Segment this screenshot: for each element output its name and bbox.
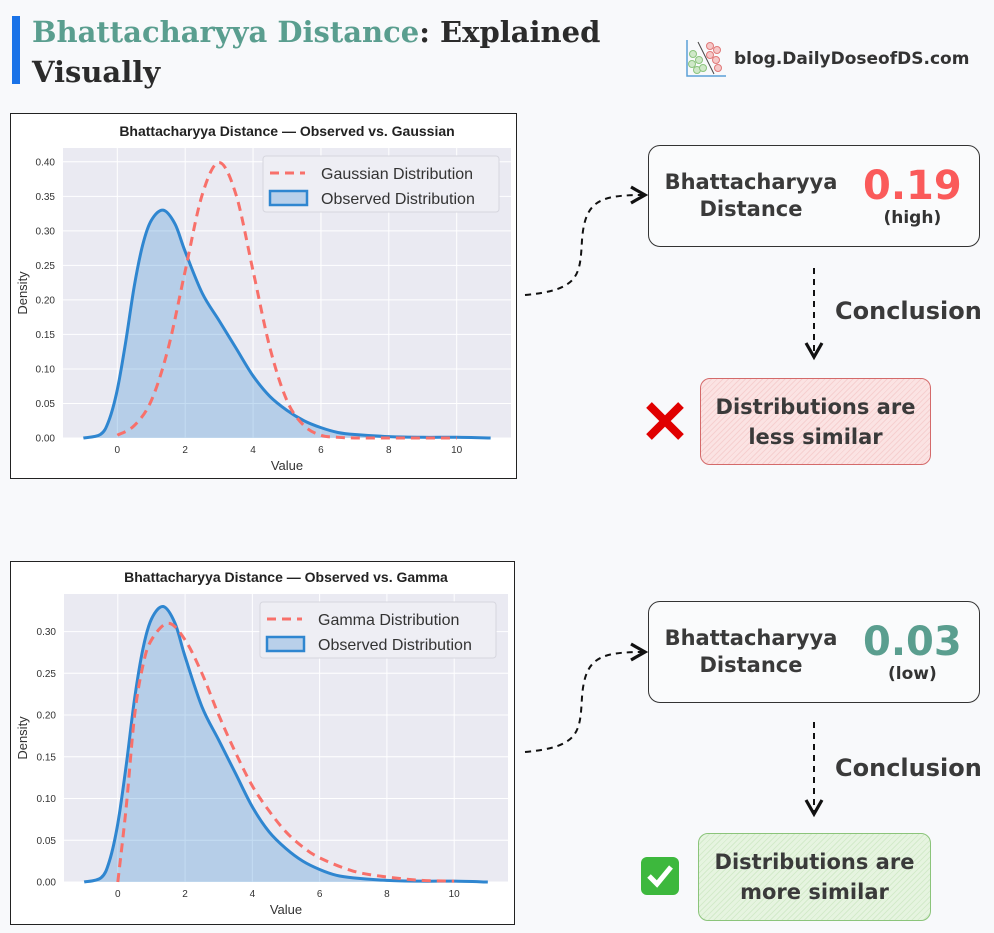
x-tick-label: 10 [449, 889, 461, 900]
y-axis-label: Density [15, 716, 30, 760]
y-tick-label: 0.30 [37, 627, 57, 638]
x-tick-label: 0 [115, 889, 121, 900]
x-tick-label: 6 [317, 889, 323, 900]
title-accent-bar [12, 16, 20, 84]
observed-distribution-line [83, 208, 491, 440]
x-tick-label: 10 [451, 445, 463, 456]
x-tick-label: 8 [384, 889, 390, 900]
y-tick-label: 0.10 [36, 364, 56, 375]
arrow-chart1-to-distance [524, 185, 649, 296]
observed-distribution-line [83, 605, 488, 884]
arrow-chart2-to-distance [524, 642, 649, 753]
y-tick-label: 0.40 [36, 157, 56, 168]
observed-distribution-fill [84, 606, 488, 882]
distance-value: 0.03 [863, 619, 962, 665]
y-tick-label: 0.05 [37, 836, 57, 847]
cross-mark-icon [646, 402, 684, 440]
y-tick-label: 0.25 [37, 669, 57, 680]
conclusion-label: Conclusion [835, 297, 982, 325]
chart-title: Bhattacharyya Distance — Observed vs. Ga… [124, 569, 448, 585]
x-tick-label: 8 [386, 445, 392, 456]
y-tick-label: 0.15 [37, 752, 57, 763]
x-tick-label: 6 [318, 445, 324, 456]
distance-label: Bhattacharyya Distance [664, 170, 838, 221]
gaussian-distribution-line [116, 160, 457, 440]
x-tick-label: 4 [250, 889, 256, 900]
distance-label: Bhattacharyya Distance [664, 626, 838, 677]
title-highlight: Bhattacharyya Distance [32, 15, 420, 49]
legend-box [259, 601, 497, 659]
x-tick-label: 4 [250, 445, 256, 456]
distance-box-gamma: Bhattacharyya Distance 0.03 (low) [648, 601, 980, 703]
y-tick-label: 0.10 [37, 794, 57, 805]
y-tick-label: 0.20 [37, 711, 57, 722]
legend-label: Observed Distribution [318, 637, 472, 654]
y-tick-label: 0.15 [36, 330, 56, 341]
y-tick-label: 0.25 [36, 261, 56, 272]
distance-box-gaussian: Bhattacharyya Distance 0.19 (high) [648, 145, 980, 247]
logo-text: blog.DailyDoseofDS.com [734, 49, 970, 69]
legend-label: Observed Distribution [321, 191, 475, 208]
distance-qualifier: (high) [883, 208, 942, 228]
chart-gamma: Bhattacharyya Distance — Observed vs. Ga… [10, 561, 515, 925]
scatter-logo-icon [686, 40, 726, 77]
x-axis-label: Value [270, 902, 302, 917]
gamma-distribution-line [116, 621, 455, 883]
x-tick-label: 0 [115, 445, 121, 456]
x-tick-label: 2 [182, 889, 188, 900]
x-axis-label: Value [271, 458, 303, 473]
logo: blog.DailyDoseofDS.com [684, 38, 969, 80]
result-box-more-similar: Distributions are more similar [698, 833, 931, 921]
distance-value: 0.19 [863, 163, 962, 209]
legend-swatch [265, 635, 306, 653]
chart-gamma-svg: Bhattacharyya Distance — Observed vs. Ga… [15, 569, 508, 917]
y-tick-label: 0.05 [36, 399, 56, 410]
chart-gaussian-svg: Bhattacharyya Distance — Observed vs. Ga… [15, 123, 511, 473]
legend-label: Gamma Distribution [318, 612, 459, 629]
y-tick-label: 0.30 [36, 226, 56, 237]
check-mark-icon [641, 857, 679, 895]
y-tick-label: 0.00 [37, 878, 57, 889]
legend-label: Gaussian Distribution [321, 166, 473, 183]
legend-box [262, 155, 500, 213]
distance-qualifier: (low) [887, 664, 937, 684]
legend-swatch [268, 189, 309, 207]
y-tick-label: 0.00 [36, 434, 56, 445]
title-line2: Visually [32, 55, 161, 89]
chart-gaussian: Bhattacharyya Distance — Observed vs. Ga… [10, 113, 517, 479]
page-title: Bhattacharyya Distance: Explained Visuall… [32, 12, 652, 92]
y-tick-label: 0.35 [36, 192, 56, 203]
result-box-less-similar: Distributions are less similar [700, 378, 931, 465]
title-rest: : Explained [419, 15, 601, 49]
conclusion-label: Conclusion [835, 754, 982, 782]
chart-title: Bhattacharyya Distance — Observed vs. Ga… [119, 123, 454, 139]
x-tick-label: 2 [182, 445, 188, 456]
y-tick-label: 0.20 [36, 295, 56, 306]
y-axis-label: Density [15, 271, 30, 315]
